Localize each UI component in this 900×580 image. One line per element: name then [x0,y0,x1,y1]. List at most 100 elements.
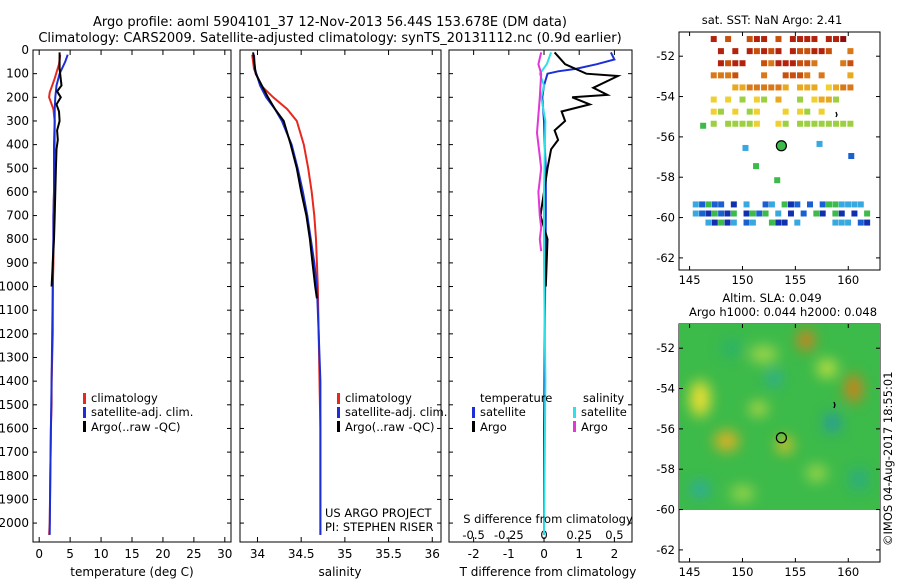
legend-swatch-climatology [83,393,86,404]
sst-cell [710,108,717,115]
sst-cell [811,48,818,55]
sst-cell [804,120,811,127]
sst-cell [730,219,737,226]
sst-cell [775,96,782,103]
y-tick-label: 1100 [0,303,29,317]
map-lat-label: -58 [656,170,675,184]
sst-cell [753,48,760,55]
sst-cell [775,219,782,226]
sst-cell [705,219,712,226]
sst-cell [804,84,811,91]
y-tick-label: 1300 [0,351,29,365]
figure-title-line2: Climatology: CARS2009. Satellite-adjuste… [38,31,621,46]
sst-cell [717,72,724,79]
map-lat-label: -56 [656,422,675,436]
sst-cell [761,96,768,103]
sst-map-title: sat. SST: NaN Argo: 2.41 [702,13,843,27]
sst-cell [825,120,832,127]
sst-cell [811,120,818,127]
map-lat-label: -52 [656,49,675,63]
t-tick-label: 1 [575,547,583,561]
sst-cell [705,210,712,217]
salinity-x-label: salinity [318,565,361,579]
temperature-x-axis: 0 5 10 15 20 25 30 [33,49,232,561]
s-tick-label: 0 [540,528,547,542]
map-lat-label: -60 [656,503,675,517]
sst-cell [847,60,854,67]
sst-cell [857,201,864,208]
sst-cell [718,201,725,208]
sst-cell [743,201,750,208]
sst-cell [781,201,788,208]
sla-coast-mark [833,401,836,409]
y-tick-label: 1600 [0,421,29,435]
y-tick-label: 1200 [0,327,29,341]
map-lat-label: -52 [656,341,675,355]
sst-cell [725,120,732,127]
x-tick-label: 15 [124,547,139,561]
y-tick-label: 1800 [0,469,29,483]
sst-cell [775,210,782,217]
sst-cell [711,201,718,208]
sst-cell [761,36,768,43]
sst-cell [768,201,775,208]
sst-cell [789,60,796,67]
sst-cell [818,48,825,55]
sla-blob [776,437,793,454]
sst-cell [857,219,864,226]
sst-cell [768,219,775,226]
sst-cell [753,96,760,103]
sst-cell [746,84,753,91]
sst-cell [789,36,796,43]
sst-cell [847,48,854,55]
t-tick-label: 0 [540,547,548,561]
legend-label-satellite: satellite-adj. clim. [345,405,447,419]
sst-cell [833,84,840,91]
sst-cell [847,84,854,91]
sst-heatmap-cells [692,36,871,226]
x-tick-label: 5 [66,547,74,561]
x-tick-label: 20 [155,547,170,561]
sst-cell [699,201,706,208]
salinity-legend: climatology satellite-adj. clim. Argo(..… [337,391,447,434]
t-tick-label: -2 [468,547,480,561]
sst-cell [840,60,847,67]
salinity-x-axis: 34 34.5 35 35.5 36 [240,49,441,561]
legend-label-satellite: satellite-adj. clim. [91,405,193,419]
temperature-series [48,52,69,535]
sst-cell [692,210,699,217]
sst-cell [819,210,826,217]
sst-cell [833,36,840,43]
legend-swatch-sal-satellite [573,407,576,418]
sst-cell [782,60,789,67]
sla-blob [691,481,710,498]
pi-credit: PI: STEPHEN RISER [325,520,434,534]
sst-cell [732,120,739,127]
sla-map-axes: 145 150 155 160 -52 -54 -56 -58 -60 -62 [656,324,880,579]
sst-cell [768,60,775,67]
project-credit: US ARGO PROJECT [325,506,433,520]
y-tick-label: 2000 [0,516,29,530]
legend-swatch-temp-argo [472,421,475,432]
sst-coast-mark [835,111,838,118]
sst-cell [739,120,746,127]
sst-cell [775,60,782,67]
temperature-y-axis: 0 100 200 300 400 500 600 700 800 900 1000 1100 1200… [0,43,29,530]
sst-cell [730,201,737,208]
sst-cell [692,201,699,208]
salinity-satellite-line [538,52,553,535]
sst-cell [761,48,768,55]
difference-x-axis: -2 -1 0 1 2 -0.5 -0.25 0 0.25 0.5 [449,49,632,561]
legend-swatch-temp-satellite [472,407,475,418]
sst-cell [732,108,739,115]
satellite-line [48,54,69,535]
sst-cell [743,219,750,226]
sst-cell [804,60,811,67]
sst-cell [739,60,746,67]
difference-plot-frame [448,49,633,543]
y-tick-label: 200 [6,90,29,104]
sst-cell [753,163,760,170]
sst-cell [762,201,769,208]
sst-cell [775,36,782,43]
y-tick-label: 100 [6,67,29,81]
